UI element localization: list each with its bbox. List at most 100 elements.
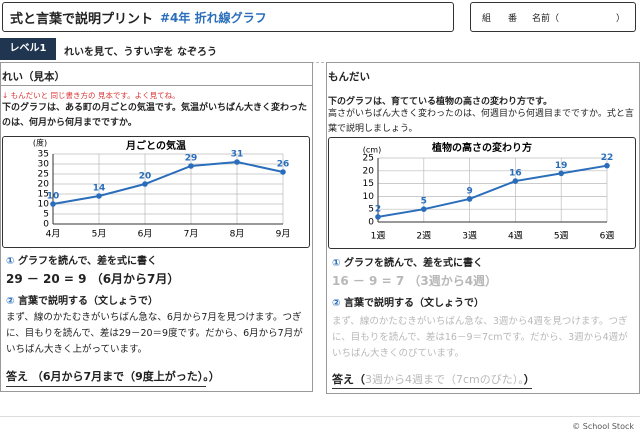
name-box xyxy=(470,2,636,32)
footer: © School Stock xyxy=(572,422,634,431)
level-badge: レベル1 xyxy=(0,38,56,60)
step-number: ② xyxy=(332,298,341,309)
x-tick-label: 8月 xyxy=(230,229,245,240)
chart-frame xyxy=(328,137,636,249)
data-label: 20 xyxy=(139,172,152,182)
title-box xyxy=(2,2,454,32)
data-label: 22 xyxy=(601,153,614,163)
y-tick-label: 5 xyxy=(43,210,49,220)
x-tick-label: 2週 xyxy=(416,231,431,242)
data-point xyxy=(466,196,473,202)
step-label: グラフを読んで、差を式に書く xyxy=(343,258,484,269)
step: ① グラフを読んで、差を式に書く xyxy=(332,254,483,269)
data-label: 10 xyxy=(47,192,60,202)
data-point xyxy=(512,178,519,184)
data-line xyxy=(52,160,284,205)
step-number: ① xyxy=(6,256,15,267)
y-tick-label: 30 xyxy=(38,160,50,170)
x-tick-label: 3週 xyxy=(462,231,477,242)
y-tick-label: 35 xyxy=(38,150,49,160)
data-point xyxy=(375,214,381,220)
data-point xyxy=(604,162,610,169)
y-tick-label: 0 xyxy=(368,218,374,228)
data-line xyxy=(377,164,608,218)
data-label: 2 xyxy=(375,204,381,214)
x-tick-label: 5月 xyxy=(92,229,107,240)
answer-line xyxy=(332,388,532,389)
y-axis-label: (度) xyxy=(33,138,47,148)
data-label: 29 xyxy=(185,154,198,164)
answer-close: ） xyxy=(523,373,535,386)
data-point xyxy=(558,170,564,177)
column-frame xyxy=(326,62,640,394)
chart-frame xyxy=(2,136,310,248)
y-tick-label: 25 xyxy=(363,154,374,164)
subtitle: #4年 折れ線グラフ xyxy=(160,11,267,25)
class-label: 組 xyxy=(482,14,492,24)
footer-rule xyxy=(0,416,640,417)
formula: 29 － 20 = 9 （6月から7月） xyxy=(6,272,180,286)
answer-text: （6月から7月まで（9度上がった）。） xyxy=(31,370,220,383)
x-tick-label: 5週 xyxy=(554,231,569,242)
column-frame xyxy=(0,62,313,392)
step-number: ① xyxy=(332,258,341,269)
example-heading: れい（見本） xyxy=(2,71,65,83)
step: ② 言葉で説明する（文しょうで） xyxy=(6,292,158,307)
question: 下のグラフは、育てている植物の高さの変わり方です。 xyxy=(328,97,553,107)
y-tick-label: 15 xyxy=(363,179,374,189)
y-tick-label: 20 xyxy=(38,180,50,190)
step: ① グラフを読んで、差を式に書く xyxy=(6,252,157,267)
data-point xyxy=(234,159,240,165)
y-tick-label: 10 xyxy=(38,200,50,210)
data-point xyxy=(421,206,427,212)
answer: 答え （6月から7月まで（9度上がった）。） xyxy=(6,368,220,384)
y-tick-label: 25 xyxy=(38,170,49,180)
data-label: 31 xyxy=(231,150,244,160)
step-label: 言葉で説明する（文しょうで） xyxy=(343,298,484,309)
step-label: グラフを読んで、差を式に書く xyxy=(17,256,158,267)
step: ② 言葉で説明する（文しょうで） xyxy=(332,294,484,309)
data-label: 19 xyxy=(555,161,568,171)
chart-title: 植物の高さの変わり方 xyxy=(431,141,532,154)
question: 高さがいちばん大きく変わったのは、何週目から何週目までですか。式と言葉で説明しま… xyxy=(328,109,634,134)
step-number: ② xyxy=(6,296,15,307)
x-tick-label: 7月 xyxy=(184,229,199,240)
x-tick-label: 9月 xyxy=(276,229,291,240)
divider xyxy=(0,62,640,63)
x-tick-label: 6週 xyxy=(600,231,615,242)
answer-trace: 3週から4週まで（7cmのびた）。 xyxy=(365,373,524,386)
explanation-trace: まず、線のかたむきがいちばん急な、3週から4週を見つけます。つぎに、目もりを読ん… xyxy=(332,316,628,359)
chart-title: 月ごとの気温 xyxy=(125,139,186,152)
answer: 答え（3週から4週まで（7cmのびた）。） xyxy=(332,371,535,387)
name-close: ） xyxy=(616,14,626,24)
answer-label: 答え xyxy=(6,370,28,383)
data-point xyxy=(96,193,102,199)
y-tick-label: 0 xyxy=(43,220,49,230)
answer-label: 答え（ xyxy=(332,373,365,386)
data-point xyxy=(142,181,148,187)
answer-line xyxy=(6,386,206,387)
question: 下のグラフは、ある町の月ごとの気温です。気温がいちばん大きく変わったのは、何月か… xyxy=(2,103,308,128)
data-label: 16 xyxy=(509,169,522,179)
number-label: 番 xyxy=(508,14,518,24)
title: 式と言葉で説明プリント xyxy=(10,12,154,27)
data-label: 5 xyxy=(421,197,427,207)
data-label: 9 xyxy=(466,186,472,196)
note: ↓ もんだいと 同じ書き方の 見本です。よく見てね。 xyxy=(2,91,180,100)
step-label: 言葉で説明する（文しょうで） xyxy=(17,296,158,307)
y-tick-label: 20 xyxy=(363,166,375,176)
y-tick-label: 15 xyxy=(38,190,49,200)
level-instruction: れいを見て、うすい字を なぞろう xyxy=(64,47,217,58)
data-point xyxy=(280,169,286,175)
x-tick-label: 1週 xyxy=(371,231,386,242)
x-tick-label: 4月 xyxy=(46,229,61,240)
formula-trace: 16 － 9 = 7 （3週から4週） xyxy=(332,274,498,288)
x-tick-label: 4週 xyxy=(508,231,523,242)
problem-heading: もんだい xyxy=(328,71,370,83)
data-point xyxy=(188,163,194,169)
y-axis-label: (cm) xyxy=(363,146,381,155)
data-point xyxy=(50,201,56,207)
data-label: 14 xyxy=(93,184,106,194)
